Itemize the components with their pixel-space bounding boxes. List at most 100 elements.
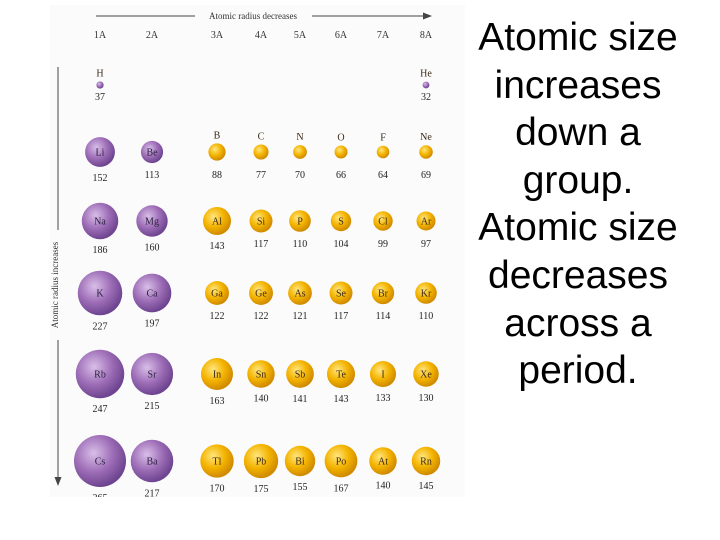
atom-mg [136, 205, 168, 237]
atom-k [77, 270, 123, 316]
radius-h: 37 [95, 92, 105, 103]
atom-f [376, 145, 390, 159]
group-label-2a: 2A [146, 30, 159, 41]
radius-at: 140 [376, 481, 391, 492]
symbol-c: C [258, 131, 265, 142]
symbol-ar: Ar [421, 217, 432, 228]
symbol-na: Na [94, 217, 106, 228]
atoms: H 37 He 32 Li 152 Be 113 B 88 C 77 N 70 O 66 F 64 Ne 69 Na 18… [74, 68, 441, 497]
atom-bi [284, 445, 316, 477]
radius-si: 117 [254, 239, 269, 250]
symbol-ba: Ba [146, 457, 158, 468]
radius-po: 167 [334, 483, 349, 494]
radius-li: 152 [93, 173, 108, 184]
radius-se: 117 [334, 311, 349, 322]
atom-ga [205, 281, 229, 305]
atom-he [422, 81, 430, 89]
atom-cs [74, 435, 126, 487]
atom-ba [130, 439, 174, 483]
symbol-he: He [420, 69, 432, 80]
caption-text: Atomic size increases down a group. Atom… [478, 16, 678, 393]
symbol-br: Br [378, 289, 389, 300]
group-label-4a: 4A [255, 30, 268, 41]
atom-se [329, 281, 353, 305]
atom-in [201, 358, 233, 390]
atom-na [81, 202, 119, 240]
symbol-k: K [96, 289, 104, 300]
symbol-al: Al [212, 217, 222, 228]
symbol-s: S [338, 217, 344, 228]
radius-cl: 99 [378, 239, 388, 250]
atom-br [371, 281, 395, 305]
radius-ge: 122 [254, 311, 269, 322]
atom-s [330, 210, 352, 232]
atom-xe [413, 361, 439, 387]
radius-ar: 97 [421, 239, 431, 250]
side-arrow-head [54, 477, 62, 486]
top-arrow-head [423, 12, 432, 20]
symbol-ga: Ga [211, 289, 223, 300]
radius-ga: 122 [210, 311, 225, 322]
symbol-po: Po [336, 457, 347, 468]
radius-bi: 155 [293, 482, 308, 493]
radius-ne: 69 [421, 170, 431, 181]
radius-ca: 197 [145, 318, 160, 329]
group-label-1a: 1A [94, 30, 107, 41]
symbol-ca: Ca [146, 289, 158, 300]
atom-sb [286, 360, 314, 388]
group-label-7a: 7A [377, 30, 390, 41]
atom-kr [415, 282, 437, 304]
symbol-se: Se [336, 289, 347, 300]
symbol-b: B [214, 130, 221, 141]
atom-b [208, 143, 226, 161]
group-headers: 1A 2A 3A 4A 5A 6A 7A 8A [94, 30, 433, 41]
atom-at [369, 447, 397, 475]
symbol-sn: Sn [256, 370, 267, 381]
atom-n [293, 145, 307, 159]
symbol-ge: Ge [255, 289, 267, 300]
atom-ca [132, 273, 172, 313]
atom-h [96, 81, 104, 89]
symbol-sb: Sb [295, 370, 306, 381]
radius-br: 114 [376, 311, 391, 322]
symbol-bi: Bi [295, 457, 305, 468]
symbol-sr: Sr [148, 370, 158, 381]
radius-sn: 140 [254, 394, 269, 405]
radius-xe: 130 [419, 393, 434, 404]
radius-pb: 175 [254, 484, 269, 495]
symbol-at: At [378, 457, 388, 468]
radius-b: 88 [212, 170, 222, 181]
group-label-8a: 8A [420, 30, 433, 41]
symbol-tl: Tl [213, 457, 222, 468]
symbol-kr: Kr [421, 289, 432, 300]
symbol-h: H [96, 68, 103, 79]
radius-n: 70 [295, 170, 305, 181]
group-label-6a: 6A [335, 30, 348, 41]
atom-as [288, 281, 312, 305]
radius-in: 163 [210, 396, 225, 407]
symbol-p: P [297, 217, 303, 228]
symbol-si: Si [257, 217, 266, 228]
atom-rn [411, 446, 441, 476]
symbol-rb: Rb [94, 370, 106, 381]
radius-na: 186 [93, 245, 108, 256]
atom-ge [249, 281, 273, 305]
symbol-as: As [294, 289, 305, 300]
radius-f: 64 [378, 170, 388, 181]
atom-sr [130, 352, 174, 396]
symbol-i: I [381, 370, 384, 381]
atom-ne [419, 145, 433, 159]
radius-p: 110 [293, 239, 308, 250]
radius-ba: 217 [145, 488, 160, 497]
radius-i: 133 [376, 393, 391, 404]
symbol-o: O [337, 133, 344, 144]
atom-sn [247, 360, 275, 388]
atom-te [326, 359, 356, 389]
atom-si [249, 209, 273, 233]
radius-tl: 170 [210, 484, 225, 495]
atom-c [253, 144, 269, 160]
radius-rn: 145 [419, 481, 434, 492]
symbol-rn: Rn [420, 457, 432, 468]
atom-tl [200, 444, 234, 478]
radius-o: 66 [336, 170, 346, 181]
